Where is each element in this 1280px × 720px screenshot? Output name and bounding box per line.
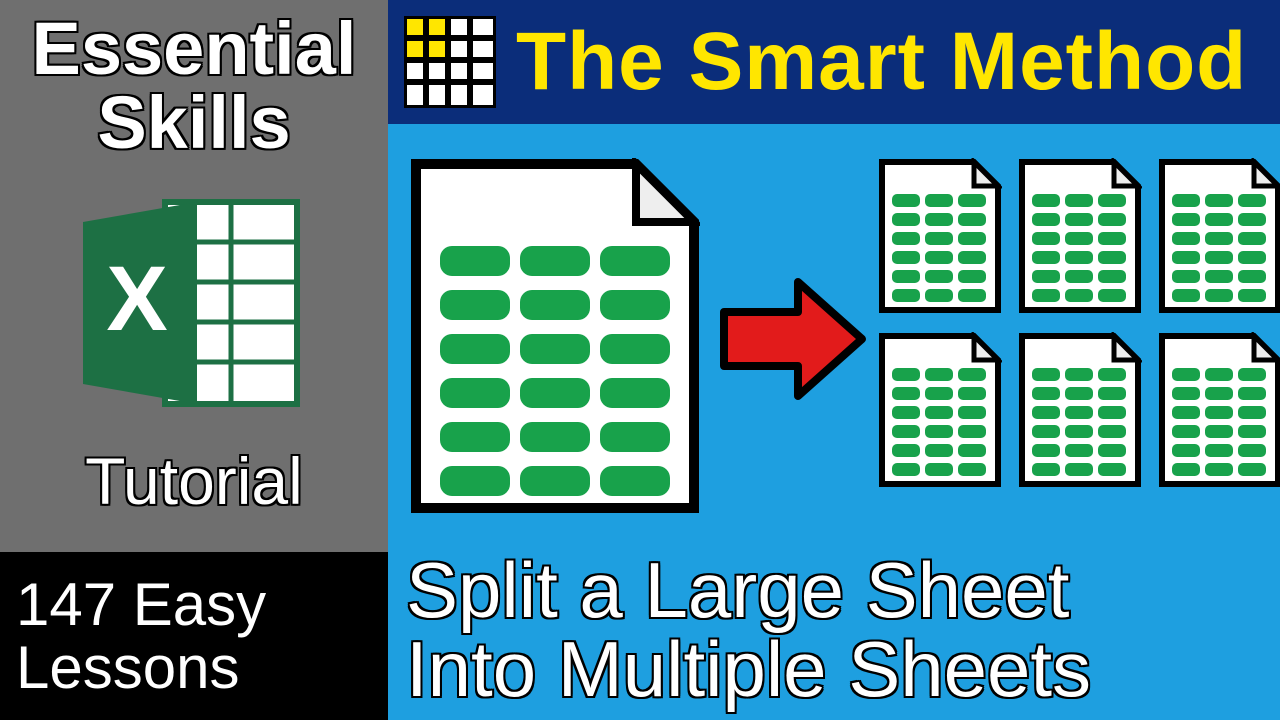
arrow-icon xyxy=(718,274,868,409)
banner: The Smart Method xyxy=(388,0,1280,124)
small-sheet-icon xyxy=(1158,332,1280,488)
excel-x: X xyxy=(106,248,167,350)
lessons-panel: 147 Easy Lessons xyxy=(0,552,388,720)
small-sheet-icon xyxy=(1018,158,1142,314)
left-panel: Essential Skills X Tutorial xyxy=(0,0,388,552)
small-sheet-icon xyxy=(878,158,1002,318)
lessons-line1: 147 Easy xyxy=(16,573,372,636)
small-sheet-icon xyxy=(878,332,1002,492)
lessons-line2: Lessons xyxy=(16,636,372,699)
small-sheet-icon xyxy=(1018,332,1142,488)
essential-skills-title: Essential Skills xyxy=(32,12,357,160)
small-sheet-icon xyxy=(1158,158,1280,318)
main-caption: Split a Large Sheet Into Multiple Sheets xyxy=(406,551,1091,710)
content-area: Split a Large Sheet Into Multiple Sheets xyxy=(388,124,1280,720)
grid-logo-icon xyxy=(404,16,496,108)
title-line2: Skills xyxy=(97,81,290,164)
small-sheet-icon xyxy=(878,332,1002,488)
caption-line1: Split a Large Sheet xyxy=(406,546,1069,634)
tutorial-label: Tutorial xyxy=(85,443,303,519)
small-sheet-icon xyxy=(1018,332,1142,492)
caption-line2: Into Multiple Sheets xyxy=(406,625,1091,713)
title-line1: Essential xyxy=(32,7,357,90)
small-sheet-icon xyxy=(1158,332,1280,492)
large-sheet-icon xyxy=(410,158,700,519)
small-sheet-icon xyxy=(878,158,1002,314)
small-sheet-icon xyxy=(1158,158,1280,314)
small-sheet-icon xyxy=(1018,158,1142,318)
excel-icon: X xyxy=(69,178,319,433)
small-sheets-grid xyxy=(878,158,1280,492)
banner-title: The Smart Method xyxy=(516,15,1247,109)
